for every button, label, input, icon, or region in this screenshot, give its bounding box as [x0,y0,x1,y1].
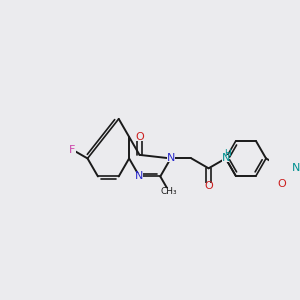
Bar [163,188,175,195]
Bar [278,181,286,188]
Text: O: O [204,181,213,191]
Text: N: N [167,153,175,164]
Text: N: N [221,153,230,164]
Text: CH₃: CH₃ [161,187,177,196]
Bar [136,173,143,180]
Text: O: O [135,132,144,142]
Text: H: H [225,149,231,158]
Text: N: N [135,171,144,182]
Text: F: F [69,145,75,154]
Bar [205,182,212,189]
Bar [136,134,143,141]
Text: NH₂: NH₂ [292,163,300,173]
Text: O: O [278,179,286,189]
Bar [298,162,300,172]
Bar [167,155,175,162]
Bar [69,146,76,153]
Bar [294,164,300,172]
Bar [222,155,229,161]
